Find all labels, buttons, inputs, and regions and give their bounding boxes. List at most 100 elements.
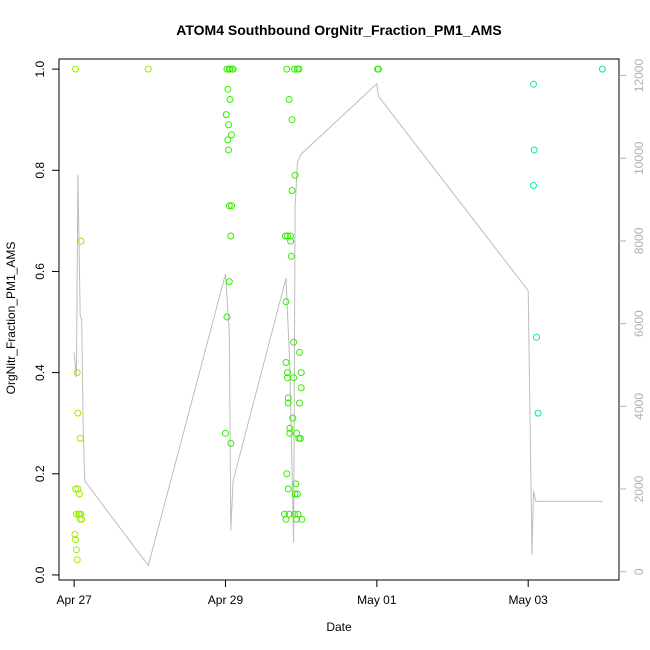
data-point bbox=[284, 232, 291, 240]
data-point bbox=[288, 187, 296, 194]
data-point bbox=[72, 485, 80, 493]
data-point bbox=[293, 490, 301, 498]
data-point bbox=[283, 65, 291, 73]
data-point bbox=[225, 146, 232, 154]
x-tick-label: Apr 29 bbox=[208, 593, 244, 607]
y-right-tick-label: 4000 bbox=[632, 393, 646, 420]
y-tick-label: 1.0 bbox=[33, 60, 47, 77]
data-point bbox=[74, 485, 82, 493]
axes-layer: Apr 27 Apr 29 May 01 May 03 0.0 0.2 0.4 0.6 0.8 1… bbox=[33, 59, 646, 607]
data-point bbox=[281, 510, 288, 518]
data-point bbox=[287, 237, 295, 245]
data-point bbox=[297, 384, 305, 392]
data-point bbox=[294, 510, 302, 518]
data-point bbox=[284, 399, 292, 407]
data-point bbox=[144, 65, 152, 73]
data-point bbox=[227, 439, 235, 447]
data-point bbox=[224, 136, 232, 144]
data-point bbox=[291, 171, 299, 179]
data-point bbox=[72, 510, 80, 518]
data-point bbox=[78, 515, 86, 523]
data-point bbox=[77, 237, 85, 245]
data-point bbox=[290, 374, 298, 382]
data-point bbox=[228, 202, 235, 210]
y-right-tick-label: 12000 bbox=[632, 59, 646, 93]
data-point bbox=[530, 146, 538, 154]
data-point bbox=[71, 531, 79, 538]
data-point bbox=[530, 80, 537, 88]
data-point bbox=[222, 429, 229, 437]
data-point bbox=[281, 232, 289, 240]
y-tick-label: 0.2 bbox=[33, 465, 47, 482]
data-point bbox=[226, 96, 234, 103]
data-point bbox=[530, 182, 537, 189]
data-point bbox=[224, 85, 232, 93]
data-point bbox=[282, 298, 290, 306]
data-point bbox=[296, 399, 304, 407]
data-point bbox=[296, 434, 304, 442]
altitude-line-layer bbox=[73, 82, 603, 567]
data-point bbox=[75, 490, 83, 498]
data-point bbox=[225, 278, 233, 286]
x-axis-label: Date bbox=[326, 620, 352, 634]
data-point bbox=[534, 409, 542, 417]
data-point bbox=[72, 65, 80, 73]
data-point bbox=[73, 556, 81, 564]
data-point bbox=[289, 414, 297, 422]
y-tick-label: 0.8 bbox=[33, 162, 47, 179]
data-point bbox=[290, 338, 298, 346]
plot-area-frame bbox=[58, 58, 620, 581]
data-point bbox=[222, 111, 230, 119]
x-tick-label: May 03 bbox=[509, 593, 549, 607]
data-point bbox=[287, 232, 295, 240]
data-point bbox=[290, 65, 298, 73]
data-point bbox=[297, 369, 305, 377]
data-point bbox=[288, 116, 296, 124]
data-point bbox=[291, 490, 299, 498]
data-point bbox=[533, 333, 540, 341]
data-point bbox=[284, 485, 292, 493]
data-point bbox=[295, 65, 303, 73]
data-point bbox=[228, 131, 235, 139]
y-right-tick-label: 6000 bbox=[632, 310, 646, 337]
data-point bbox=[285, 510, 293, 518]
data-point bbox=[73, 369, 81, 377]
y-right-tick-label: 2000 bbox=[632, 475, 646, 502]
altitude-series-line bbox=[73, 82, 603, 567]
x-tick-label: Apr 27 bbox=[56, 593, 92, 607]
data-point bbox=[223, 313, 231, 321]
data-point bbox=[598, 65, 606, 73]
data-point bbox=[74, 409, 82, 417]
data-point bbox=[77, 510, 85, 518]
data-point bbox=[287, 252, 295, 260]
data-point bbox=[293, 515, 301, 523]
data-point bbox=[227, 232, 235, 240]
data-point bbox=[226, 65, 234, 73]
x-tick-label: May 01 bbox=[357, 593, 397, 607]
y-right-tick-label: 0 bbox=[632, 568, 646, 575]
data-point bbox=[285, 96, 293, 103]
y-tick-label: 0.6 bbox=[33, 263, 47, 280]
data-point bbox=[283, 470, 291, 478]
y-axis-label: OrgNitr_Fraction_PM1_AMS bbox=[4, 242, 18, 395]
data-point bbox=[284, 369, 291, 377]
data-point bbox=[229, 65, 237, 73]
data-point bbox=[282, 515, 290, 523]
data-point bbox=[284, 394, 292, 402]
data-point bbox=[286, 424, 294, 432]
data-point bbox=[76, 434, 84, 442]
data-point bbox=[292, 480, 300, 488]
data-point bbox=[225, 121, 232, 129]
data-point bbox=[282, 359, 290, 366]
chart-title: ATOM4 Southbound OrgNitr_Fraction_PM1_AM… bbox=[176, 22, 501, 38]
data-point bbox=[72, 536, 80, 543]
y-tick-label: 0.0 bbox=[33, 566, 47, 583]
data-point bbox=[296, 348, 304, 356]
data-point bbox=[72, 546, 80, 554]
y-right-tick-label: 8000 bbox=[632, 227, 646, 254]
y-right-tick-label: 10000 bbox=[632, 141, 646, 175]
y-tick-label: 0.4 bbox=[33, 364, 47, 381]
data-point bbox=[298, 515, 306, 523]
data-points-layer bbox=[71, 65, 606, 564]
